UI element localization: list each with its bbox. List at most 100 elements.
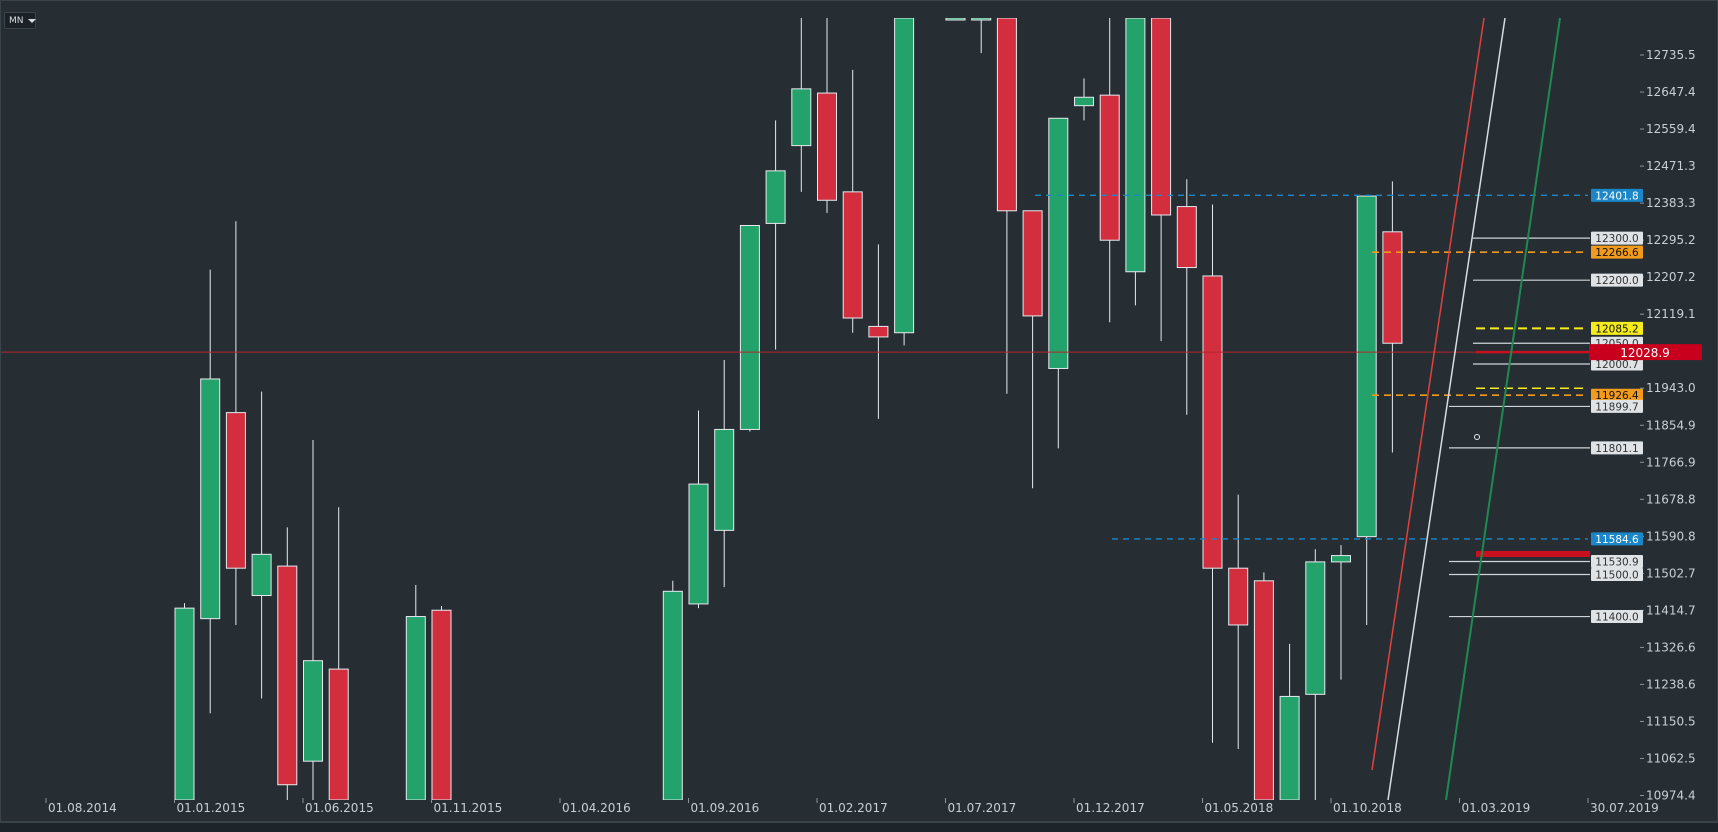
trend-line-white (1387, 18, 1506, 800)
y-tick-label: 11414.7 (1646, 603, 1696, 617)
price-tag (1591, 610, 1643, 624)
timeframe-label: MN (9, 15, 24, 26)
y-tick-label: 12559.4 (1646, 122, 1696, 136)
candle-body (1022, 210, 1043, 317)
price-tag (1591, 273, 1643, 287)
candle-body (277, 565, 298, 786)
price-tag (1591, 567, 1643, 581)
candle-body (1331, 555, 1351, 563)
bottom-scrollbar[interactable] (0, 822, 1718, 832)
y-tick-label: 10974.4 (1646, 789, 1696, 803)
candle-body (894, 18, 915, 334)
price-tag-label: 12200.0 (1595, 275, 1638, 287)
candle-body (1099, 94, 1120, 241)
x-tick-label: 01.01.2015 (177, 801, 246, 815)
timeframe-selector[interactable]: MN (4, 12, 36, 29)
price-tag (1591, 357, 1643, 371)
price-tag (1591, 388, 1643, 402)
x-tick-label: 01.07.2017 (948, 801, 1017, 815)
marker-circle (1474, 434, 1480, 440)
x-tick-label: 01.10.2018 (1333, 801, 1402, 815)
candle-body (842, 191, 863, 319)
y-tick-label: 11854.9 (1646, 418, 1696, 432)
candle-body (945, 18, 966, 21)
price-tag (1591, 231, 1643, 245)
candle-body (1151, 18, 1172, 216)
y-tick-label: 11678.8 (1646, 492, 1696, 506)
red-zone (1476, 550, 1590, 557)
y-tick-label: 11766.9 (1646, 455, 1696, 469)
y-tick-label: 12647.4 (1646, 85, 1696, 99)
candle-body (225, 412, 246, 569)
price-tag (1591, 441, 1643, 455)
price-tag (1591, 321, 1643, 335)
candle-body (1202, 275, 1223, 569)
candle-body (174, 607, 195, 800)
candle-body (1305, 561, 1326, 695)
y-tick-label: 11238.6 (1646, 677, 1696, 691)
price-tag-label: 12266.6 (1595, 247, 1639, 259)
x-tick-label: 01.11.2015 (434, 801, 503, 815)
candle-body (1176, 206, 1197, 269)
candle-body (817, 92, 837, 201)
candle-body (714, 428, 735, 531)
price-tag-label: 12085.2 (1595, 323, 1638, 335)
current-price-tag (1589, 344, 1702, 361)
candle-body (1279, 695, 1300, 800)
candle-body (688, 483, 709, 605)
y-tick-label: 12383.3 (1646, 196, 1696, 210)
price-tag-label: 12000.7 (1595, 359, 1638, 371)
x-tick-label: 01.12.2017 (1076, 801, 1145, 815)
candle-body (200, 378, 221, 620)
x-tick-label: 01.04.2016 (562, 801, 631, 815)
y-tick-label: 11943.0 (1646, 381, 1696, 395)
y-tick-label: 11590.8 (1646, 529, 1696, 543)
candle-body (765, 170, 786, 224)
candle-body (1253, 580, 1274, 800)
y-tick-label: 11502.7 (1646, 566, 1696, 580)
candle-body (1356, 195, 1377, 538)
price-tag-label: 11400.0 (1595, 612, 1638, 624)
candle-body (1048, 117, 1069, 369)
candle-body (662, 590, 683, 800)
y-tick-label: 12735.5 (1646, 48, 1696, 62)
candle-body (971, 18, 992, 21)
trend-line-green (1445, 18, 1561, 800)
price-tag-label: 11584.6 (1595, 534, 1639, 546)
y-tick-label: 11326.6 (1646, 640, 1696, 654)
candle-body (1228, 567, 1249, 626)
price-tag-label: 11500.0 (1595, 569, 1638, 581)
plot-area (0, 18, 1632, 800)
x-tick-label: 01.09.2016 (691, 801, 760, 815)
candle-body (251, 553, 272, 597)
y-tick-label: 12207.2 (1646, 270, 1696, 284)
price-tag-label: 11801.1 (1595, 443, 1638, 455)
x-tick-label: 01.08.2014 (48, 801, 117, 815)
price-tag (1591, 555, 1643, 569)
candle-body (868, 325, 889, 338)
candle-body (1125, 18, 1146, 273)
price-tag-label: 11926.4 (1595, 390, 1639, 402)
candle-body (405, 616, 426, 800)
x-tick-label: 30.07.2019 (1590, 801, 1659, 815)
x-tick-label: 01.03.2019 (1462, 801, 1531, 815)
trend-line-red (1371, 18, 1485, 771)
chevron-down-icon (27, 18, 36, 23)
price-tag (1591, 245, 1643, 259)
y-tick-label: 12295.2 (1646, 233, 1696, 247)
price-tag-label: 11899.7 (1595, 401, 1638, 413)
y-tick-label: 12119.1 (1646, 307, 1696, 321)
x-tick-label: 01.06.2015 (305, 801, 374, 815)
price-tag (1591, 399, 1643, 413)
candle-body (303, 660, 323, 762)
candle-body (739, 225, 760, 430)
candle-body (996, 18, 1017, 212)
current-price-label: 12028.9 (1620, 346, 1670, 360)
price-tag-label: 12401.8 (1595, 190, 1638, 202)
price-tag-label: 12300.0 (1595, 233, 1638, 245)
y-tick-label: 11062.5 (1646, 751, 1696, 765)
x-tick-label: 01.05.2018 (1205, 801, 1274, 815)
candle-body (791, 88, 812, 147)
candle-body (328, 668, 349, 800)
